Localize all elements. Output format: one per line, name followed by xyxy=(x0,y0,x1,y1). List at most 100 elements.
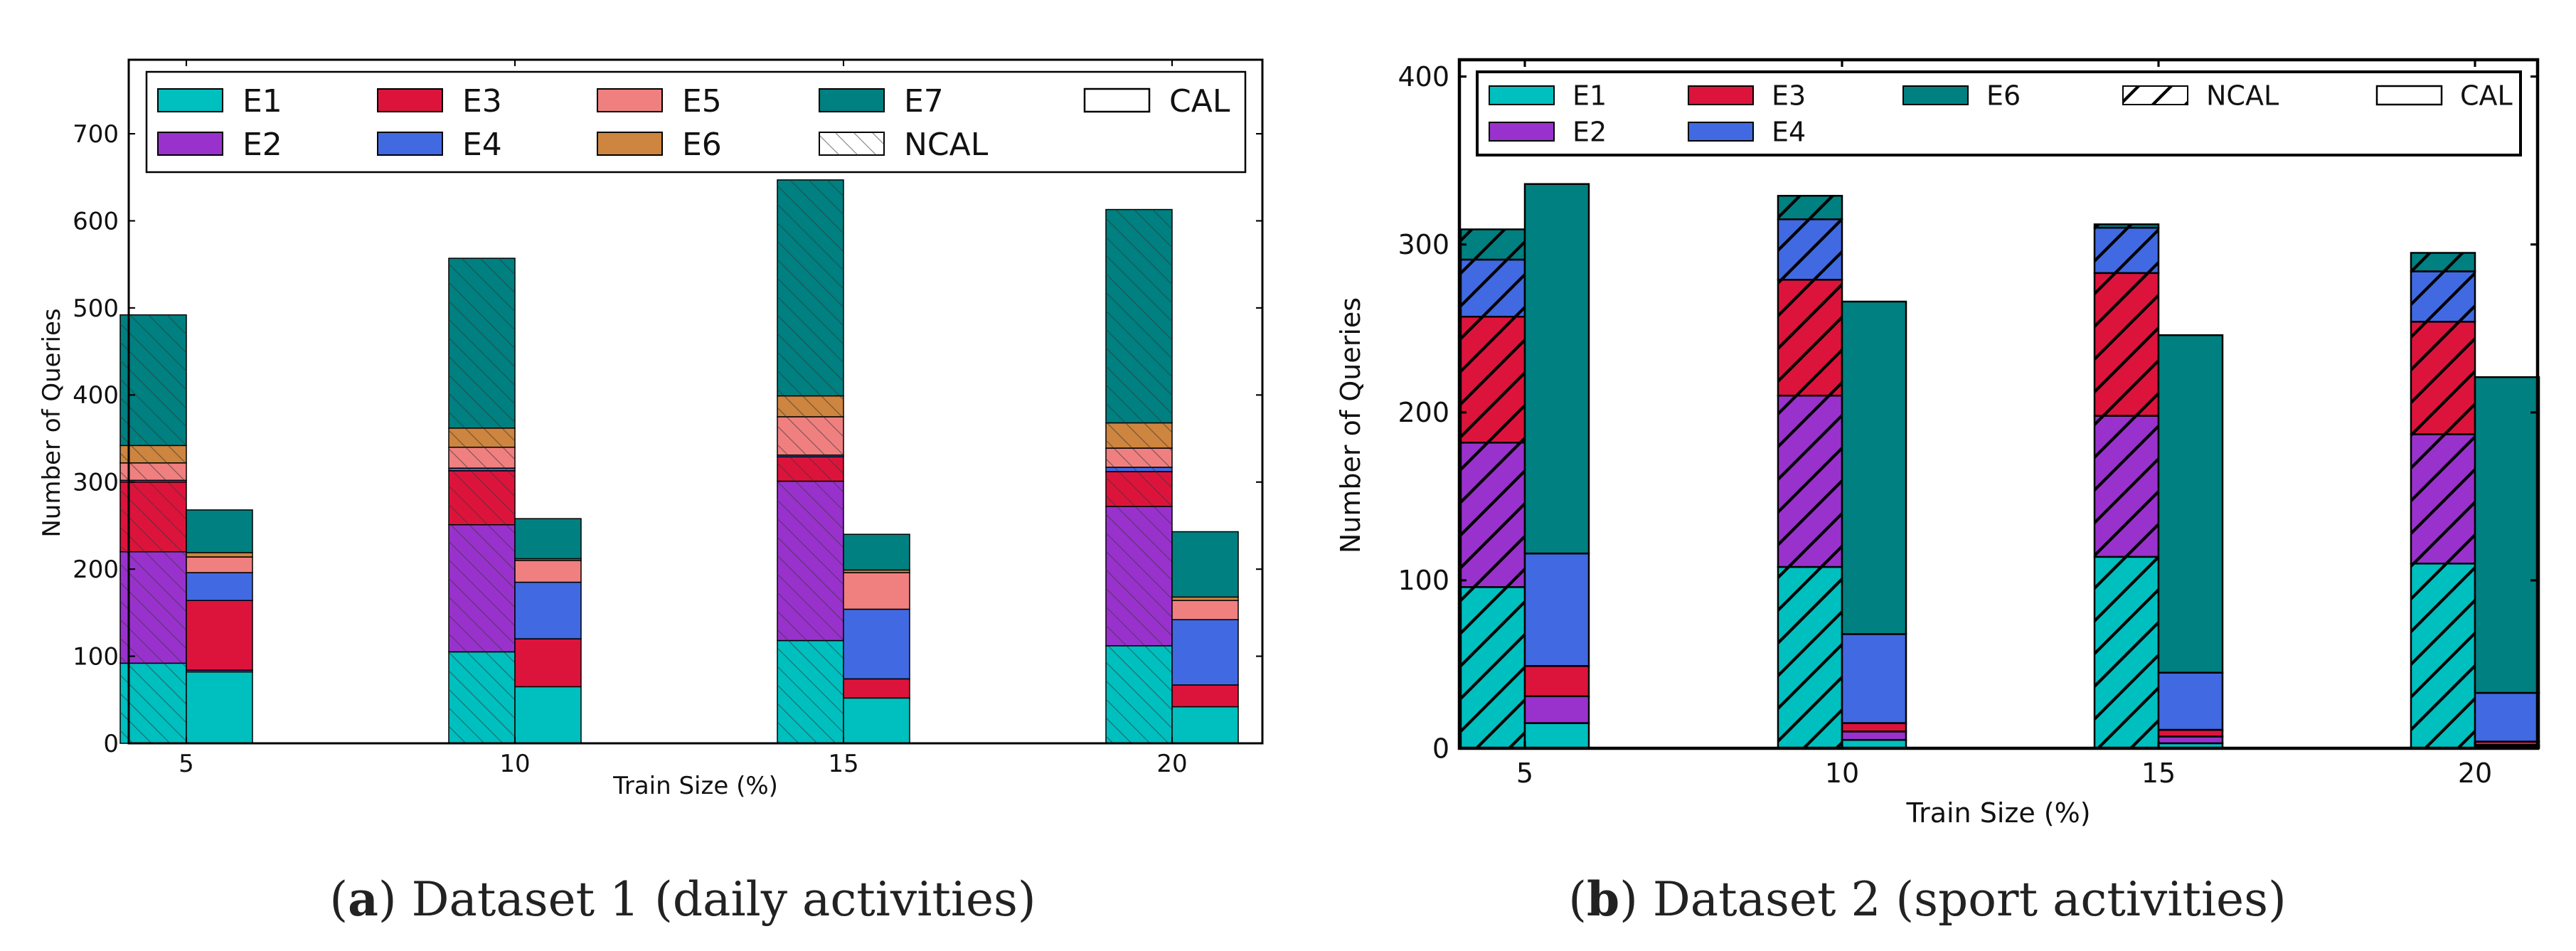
legend-label-e6: E6 xyxy=(1986,80,2021,112)
x-tick-label: 20 xyxy=(1156,750,1187,778)
bar-cal-e3-5 xyxy=(186,600,253,671)
y-axis-title: Number of Queries xyxy=(38,308,66,537)
bar-cal-e5-20 xyxy=(1171,600,1239,620)
plot-frame xyxy=(1457,58,2540,750)
bar-cal-e7-20 xyxy=(1171,531,1239,598)
bar-hatch-e1-15 xyxy=(777,640,843,743)
legend-box xyxy=(145,70,1247,174)
bar-cal-e5-5 xyxy=(186,556,253,573)
bar-hatch-e1-10 xyxy=(449,652,515,743)
bar-cal-e1-5 xyxy=(186,671,253,744)
caption-text: Dataset 2 (sport activities) xyxy=(1653,872,2287,927)
bar-cal-e3-15 xyxy=(843,678,910,699)
bar-hatch-e6-5 xyxy=(120,445,186,463)
bar-cal-e1-5 xyxy=(1523,722,1590,750)
legend-label-e2: E2 xyxy=(1572,117,1607,148)
bar-hatch-e2-10 xyxy=(449,524,515,652)
legend-swatch-cal xyxy=(2375,85,2443,106)
bar-hatch-e3-10 xyxy=(1778,280,1842,396)
x-tick-label: 10 xyxy=(499,750,530,778)
bar-cal-e4-5 xyxy=(186,572,253,601)
bar-hatch-e3-20 xyxy=(2411,322,2475,435)
bar-hatch-e4-15 xyxy=(2095,228,2159,273)
bar-hatch-e3-15 xyxy=(2095,272,2159,416)
legend-label-e3: E3 xyxy=(1772,80,1806,112)
bar-hatch-e4-5 xyxy=(120,480,186,482)
x-axis-title: Train Size (%) xyxy=(612,772,778,800)
legend-swatch-e2 xyxy=(157,132,223,156)
legend: E1 E3 E6 NCAL CAL E2 E4 xyxy=(1476,70,2522,156)
bar-hatch-e1-20 xyxy=(2411,563,2475,748)
bar-hatch-e6-20 xyxy=(1106,423,1172,448)
x-tick-label: 5 xyxy=(179,750,194,778)
x-axis: 5 10 15 20 xyxy=(179,60,1188,778)
legend-label-cal: CAL xyxy=(1169,83,1230,119)
bar-hatch-e6-10 xyxy=(1778,196,1842,220)
legend-swatch-e3 xyxy=(377,88,443,112)
bar-hatch-e2-5 xyxy=(1461,442,1525,588)
bar-cal-e4-15 xyxy=(843,608,910,680)
y-tick-label: 200 xyxy=(1398,397,1449,428)
bar-cal-e1-20 xyxy=(1171,706,1239,744)
bar-hatch-e6-10 xyxy=(449,427,515,447)
legend-swatch-e1 xyxy=(157,88,223,112)
bar-hatch-e4-20 xyxy=(1106,467,1172,472)
y-tick-label: 700 xyxy=(73,120,119,149)
bars xyxy=(119,179,1239,744)
bar-cal-e4-20 xyxy=(1171,619,1239,686)
caption: (b) Dataset 2 (sport activities) xyxy=(1568,871,2286,927)
bar-cal-e3-5 xyxy=(1523,665,1590,698)
legend-label-e5: E5 xyxy=(682,83,722,119)
y-tick-label: 200 xyxy=(73,556,119,584)
legend-swatch-e4 xyxy=(1688,122,1754,142)
bar-cal-e1-10 xyxy=(514,686,582,744)
bar-cal-e7-10 xyxy=(514,518,582,560)
legend-swatch-e2 xyxy=(1489,122,1555,142)
y-axis: 0 100 200 300 400 xyxy=(1398,61,2538,764)
legend-label-e1: E1 xyxy=(1572,80,1607,112)
y-tick-label: 400 xyxy=(1398,61,1449,92)
x-axis: 5 10 15 20 xyxy=(1516,60,2492,789)
plot-frame xyxy=(127,58,1264,745)
y-tick-label: 0 xyxy=(1432,733,1449,764)
bar-cal-e4-10 xyxy=(514,581,582,639)
legend-swatch-e5 xyxy=(597,88,663,112)
legend-label-e6: E6 xyxy=(682,127,722,163)
bar-hatch-e3-5 xyxy=(1461,317,1525,443)
bar-cal-e1-15 xyxy=(843,697,910,744)
legend: E1 E3 E5 E7 CAL E2 E4 E6 NCAL xyxy=(145,70,1247,174)
bar-hatch-e2-20 xyxy=(1106,506,1172,646)
y-tick-label: 600 xyxy=(73,207,119,235)
bar-cal-e4-15 xyxy=(2157,671,2224,731)
bar-hatch-e2-5 xyxy=(120,551,186,664)
bar-hatch-e7-15 xyxy=(777,179,843,396)
bar-cal-e6-15 xyxy=(2157,334,2224,674)
bar-hatch-e2-15 xyxy=(2095,415,2159,557)
caption-text: Dataset 1 (daily activities) xyxy=(412,872,1036,927)
caption-letter: a xyxy=(348,871,378,927)
bar-cal-e3-10 xyxy=(1841,722,1907,733)
legend-label-e4: E4 xyxy=(1772,117,1806,148)
y-tick-label: 100 xyxy=(73,642,119,671)
bar-hatch-e4-5 xyxy=(1461,259,1525,317)
bar-hatch-e5-5 xyxy=(120,462,186,481)
y-tick-label: 400 xyxy=(73,381,119,410)
bar-hatch-e2-15 xyxy=(777,481,843,641)
bar-cal-e7-15 xyxy=(843,533,910,571)
legend-swatch-e7 xyxy=(819,88,885,112)
bar-hatch-e5-15 xyxy=(777,416,843,455)
x-tick-label: 15 xyxy=(2141,758,2176,789)
bar-hatch-e4-10 xyxy=(1778,219,1842,280)
legend-label-e7: E7 xyxy=(904,83,944,119)
legend-swatch-hatch-ncal xyxy=(2123,86,2188,105)
legend-label-e2: E2 xyxy=(243,127,282,163)
bar-hatch-e4-15 xyxy=(777,455,843,457)
bars xyxy=(1459,183,2540,750)
bar-hatch-e7-10 xyxy=(449,258,515,428)
bar-hatch-e3-20 xyxy=(1106,472,1172,507)
bar-cal-e6-5 xyxy=(1523,183,1590,555)
chart-dataset-1: 0 100 200 300 400 500 600 700 5 10 15 20 Number of… xyxy=(38,58,1264,927)
legend-label-e3: E3 xyxy=(462,83,502,119)
